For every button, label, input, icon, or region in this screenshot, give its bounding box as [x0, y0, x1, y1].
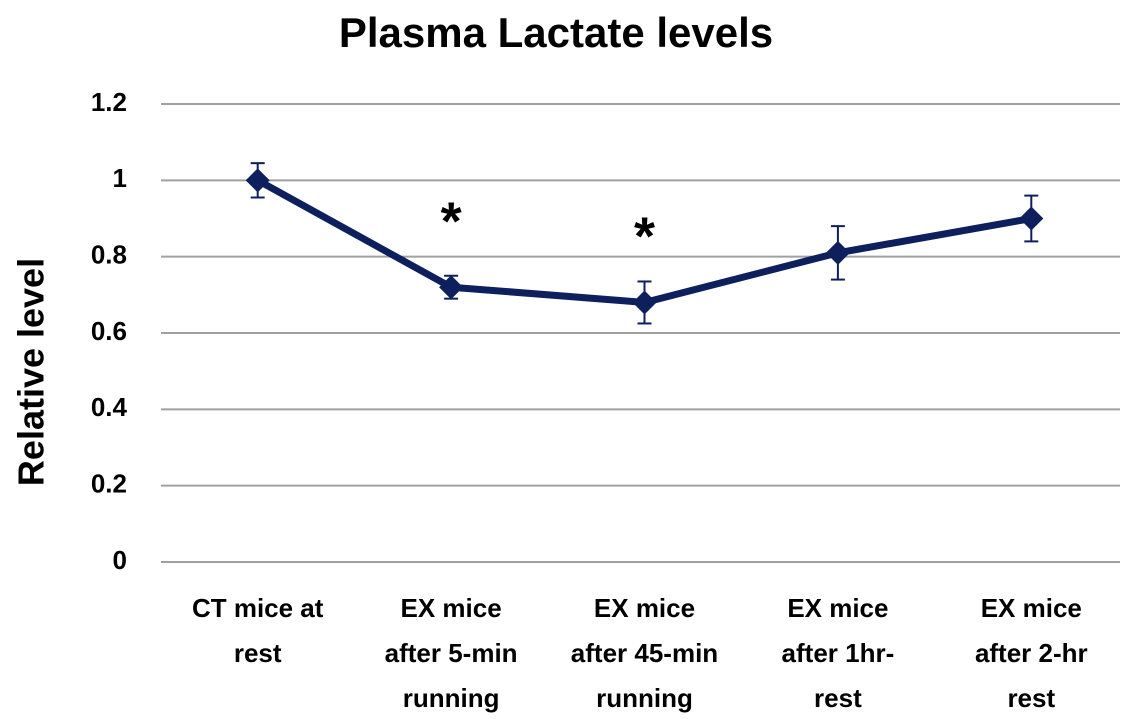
x-tick-label: rest: [814, 683, 862, 713]
x-tick-label: EX mice: [981, 593, 1082, 623]
x-tick-label: after 5-min: [385, 638, 518, 668]
data-point: [825, 240, 850, 265]
x-tick-label: after 45-min: [571, 638, 718, 668]
x-tick-label: EX mice: [594, 593, 695, 623]
y-tick-label: 0.8: [91, 240, 127, 270]
x-tick-label: running: [596, 683, 693, 713]
y-tick-label: 1: [113, 163, 127, 193]
x-tick-label: EX mice: [787, 593, 888, 623]
chart-title: Plasma Lactate levels: [339, 9, 773, 56]
y-tick-label: 0.2: [91, 469, 127, 499]
annotation: *: [634, 207, 655, 267]
x-tick-label: CT mice at: [192, 593, 324, 623]
x-tick-label: after 1hr-: [782, 638, 895, 668]
x-tick-label: rest: [234, 638, 282, 668]
data-point: [1019, 206, 1044, 231]
data-point: [245, 168, 270, 193]
data-point: [439, 275, 464, 300]
annotation: *: [441, 191, 462, 251]
y-tick-label: 0.4: [91, 392, 128, 422]
y-tick-label: 1.2: [91, 87, 127, 117]
x-tick-label: rest: [1007, 683, 1055, 713]
y-axis-label: Relative level: [11, 258, 52, 486]
y-tick-label: 0.6: [91, 316, 127, 346]
x-tick-label: EX mice: [401, 593, 502, 623]
y-tick-label: 0: [113, 545, 127, 575]
x-tick-label: after 2-hr: [975, 638, 1088, 668]
x-tick-label: running: [403, 683, 500, 713]
data-point: [632, 290, 657, 315]
